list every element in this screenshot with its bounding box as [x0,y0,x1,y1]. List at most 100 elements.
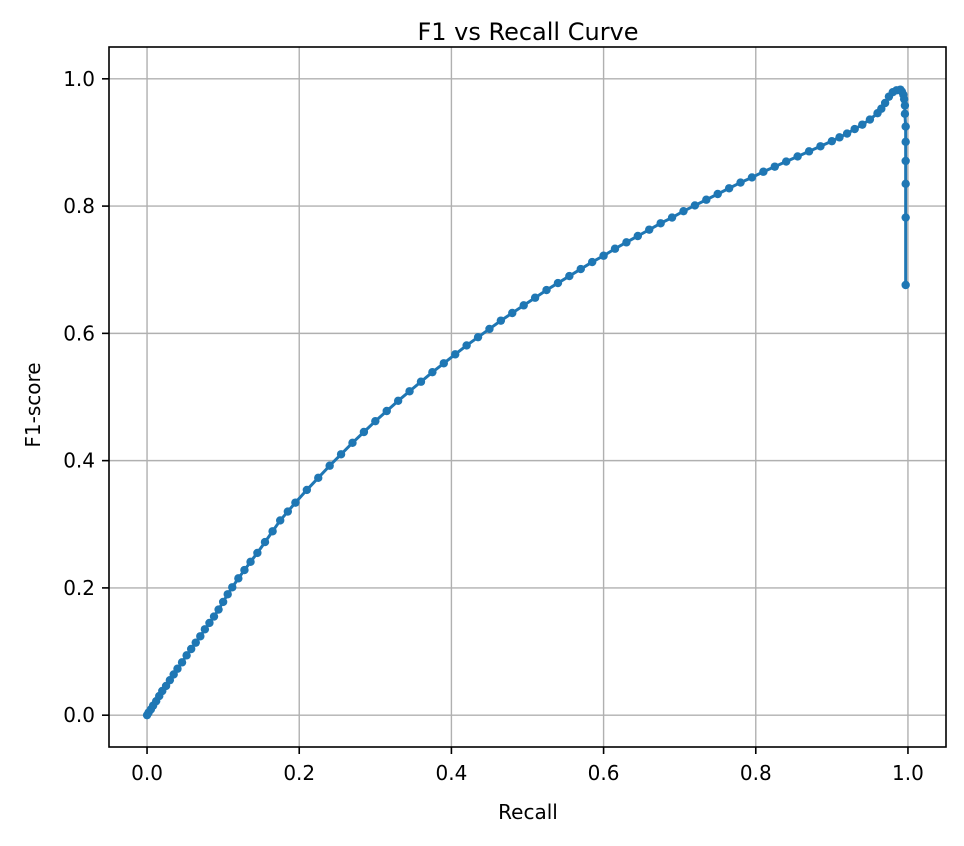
data-point [900,101,910,110]
data-point [645,225,654,234]
x-tick-label: 0.0 [131,761,163,785]
y-tick-label: 0.4 [63,449,95,473]
data-point [496,316,506,325]
data-point [759,167,768,176]
y-tick-label: 0.8 [63,194,95,218]
data-point [747,173,757,182]
data-point [268,527,277,536]
data-point [253,548,262,558]
y-tick-label: 0.0 [63,703,95,727]
data-point [473,332,483,342]
data-point [302,485,312,495]
data-point [234,574,243,583]
data-point [770,162,779,171]
data-point [667,213,677,222]
data-point [850,124,859,134]
data-point [835,133,844,142]
data-point [485,324,494,334]
y-tick-label: 0.2 [63,576,95,600]
data-point [209,612,219,621]
data-point [565,271,574,281]
data-point [519,301,528,310]
data-point [901,122,910,131]
x-axis-label: Recall [498,800,558,824]
data-point [530,293,540,302]
data-point [186,644,196,654]
data-point [191,638,200,647]
series-layer [142,85,910,720]
data-point [283,507,293,516]
data-point [223,590,232,599]
data-point [842,129,852,138]
data-point [542,285,551,295]
data-point [276,516,285,525]
data-point [291,498,300,507]
data-point [724,184,734,193]
data-point [359,427,369,437]
tick-layer: 0.0 0.2 0.4 0.6 0.8 1.0 0.0 0.2 0.4 0.6 0.8 1.0 [63,67,924,785]
data-point [451,350,460,359]
data-point [371,416,380,426]
data-point [804,147,814,156]
data-point [656,219,665,228]
data-point [348,438,357,448]
data-point [702,195,711,204]
data-point [782,157,791,166]
data-point [858,120,867,129]
data-point [553,278,563,288]
data-point [865,115,875,124]
data-point [205,618,214,628]
data-point [599,251,608,260]
data-point [405,387,414,396]
data-point [610,244,620,253]
data-point [228,583,237,592]
y-tick-label: 0.6 [63,321,95,345]
data-point [173,664,182,673]
grid-layer [109,47,946,747]
data-point [587,257,597,267]
data-point [576,264,585,274]
data-point [827,136,837,146]
data-point [508,308,517,318]
data-point [196,632,205,641]
data-point [901,280,910,290]
data-point [880,98,890,108]
data-point [900,109,910,119]
data-point [325,461,334,470]
x-tick-label: 0.8 [740,761,772,785]
x-tick-label: 1.0 [892,761,924,785]
data-point [622,238,631,247]
chart-title: F1 vs Recall Curve [417,18,638,46]
data-point [177,658,187,667]
data-point [260,537,270,547]
y-tick-label: 1.0 [63,67,95,91]
data-point [382,406,391,416]
plot-frame [108,46,947,748]
data-point [428,367,437,377]
data-point [713,189,722,199]
data-point [200,625,210,634]
data-point [736,178,745,187]
data-point [901,179,910,189]
data-point [901,156,910,166]
x-tick-label: 0.2 [283,761,315,785]
x-tick-label: 0.6 [588,761,620,785]
data-point [218,597,228,607]
data-point [816,142,825,151]
data-point [182,651,191,660]
data-point [462,341,471,350]
data-point [246,557,255,567]
data-point [901,137,910,147]
data-point [336,450,346,459]
data-point [633,231,643,241]
x-tick-label: 0.4 [436,761,468,785]
series-line [145,88,908,717]
data-point [901,213,910,222]
data-point [793,152,802,161]
data-point [439,359,448,368]
data-point [690,201,700,210]
data-point [416,377,426,386]
data-point [214,605,223,614]
